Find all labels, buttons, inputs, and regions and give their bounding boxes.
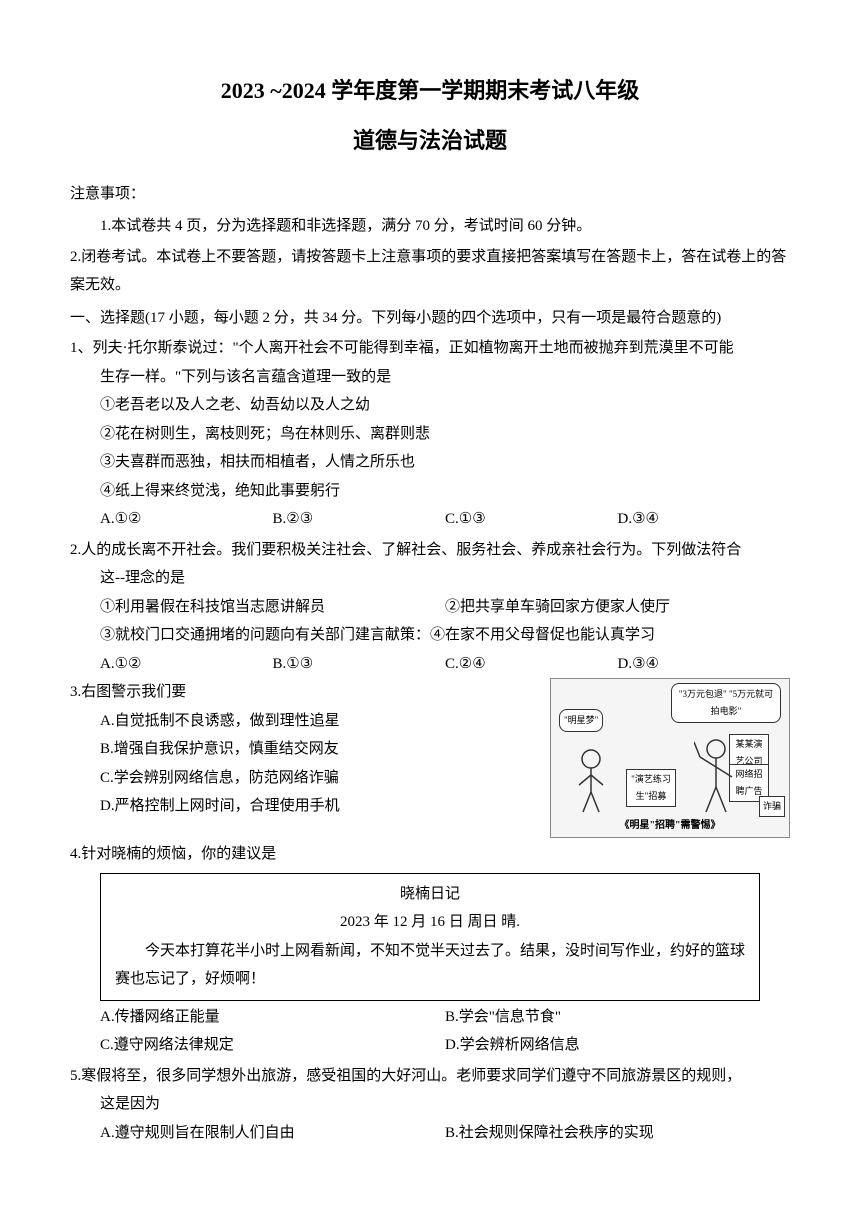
q2-statements-row1: ①利用暑假在科技馆当志愿讲解员 ②把共享单车骑回家方便家人使厅 bbox=[70, 593, 790, 622]
q3-option-a: A.自觉抵制不良诱惑，做到理性追星 bbox=[70, 707, 540, 736]
cartoon-sign-1: "演艺练习生"招募 bbox=[626, 769, 676, 807]
q2-options: A.①② B.①③ C.②④ D.③④ bbox=[70, 650, 790, 679]
q1-options: A.①② B.②③ C.①③ D.③④ bbox=[70, 505, 790, 534]
section-1-header: 一、选择题(17 小题，每小题 2 分，共 34 分。下列每小题的四个选项中，只… bbox=[70, 304, 790, 333]
q4-stem: 4.针对晓楠的烦恼，你的建议是 bbox=[70, 840, 790, 869]
q1-stem-line2: 生存一样。"下列与该名言蕴含道理一致的是 bbox=[70, 363, 790, 392]
q2-statements-row2: ③就校门口交通拥堵的问题向有关部门建言献策：④在家不用父母督促也能认真学习 bbox=[70, 621, 790, 650]
exam-title-sub: 道德与法治试题 bbox=[70, 120, 790, 162]
cartoon-image: "明星梦" "3万元包退" "5万元就可拍电影" "演艺练习生"招募 某某演艺公… bbox=[550, 678, 790, 838]
q3-option-d: D.严格控制上网时间，合理使用手机 bbox=[70, 792, 540, 821]
cartoon-girl-icon bbox=[571, 747, 611, 817]
q1-option-c: C.①③ bbox=[445, 505, 618, 534]
cartoon-man-icon bbox=[694, 737, 739, 817]
q5-stem-line2: 这是因为 bbox=[70, 1090, 790, 1119]
q1-option-a: A.①② bbox=[100, 505, 273, 534]
diary-title: 晓楠日记 bbox=[115, 880, 745, 909]
diary-date: 2023 年 12 月 16 日 周日 晴. bbox=[115, 908, 745, 937]
q2-option-d: D.③④ bbox=[618, 650, 791, 679]
q2-statement-1: ①利用暑假在科技馆当志愿讲解员 bbox=[100, 593, 445, 622]
cartoon-sign-4: 诈骗 bbox=[759, 796, 785, 817]
q2-option-c: C.②④ bbox=[445, 650, 618, 679]
q5-options-row1: A.遵守规则旨在限制人们自由 B.社会规则保障社会秩序的实现 bbox=[70, 1119, 790, 1148]
q4-option-d: D.学会辨析网络信息 bbox=[445, 1031, 790, 1060]
q2-stem-line1: 2.人的成长离不开社会。我们要积极关注社会、了解社会、服务社会、养成亲社会行为。… bbox=[70, 536, 790, 565]
q2-option-a: A.①② bbox=[100, 650, 273, 679]
q5-stem-line1: 5.寒假将至，很多同学想外出旅游，感受祖国的大好河山。老师要求同学们遵守不同旅游… bbox=[70, 1062, 790, 1091]
q5-option-a: A.遵守规则旨在限制人们自由 bbox=[100, 1119, 445, 1148]
question-2: 2.人的成长离不开社会。我们要积极关注社会、了解社会、服务社会、养成亲社会行为。… bbox=[70, 536, 790, 679]
q1-statement-4: ④纸上得来终觉浅，绝知此事要躬行 bbox=[70, 477, 790, 506]
q5-option-b: B.社会规则保障社会秩序的实现 bbox=[445, 1119, 790, 1148]
q2-statement-2: ②把共享单车骑回家方便家人使厅 bbox=[445, 593, 790, 622]
question-3: 3.右图警示我们要 A.自觉抵制不良诱惑，做到理性追星 B.增强自我保护意识，慎… bbox=[70, 678, 790, 838]
q4-option-c: C.遵守网络法律规定 bbox=[100, 1031, 445, 1060]
diary-body: 今天本打算花半小时上网看新闻，不知不觉半天过去了。结果，没时间写作业，约好的篮球… bbox=[115, 937, 745, 994]
q3-stem: 3.右图警示我们要 bbox=[70, 678, 540, 707]
exam-title-main: 2023 ~2024 学年度第一学期期末考试八年级 bbox=[70, 70, 790, 112]
question-4: 4.针对晓楠的烦恼，你的建议是 晓楠日记 2023 年 12 月 16 日 周日… bbox=[70, 840, 790, 1060]
q4-option-b: B.学会"信息节食" bbox=[445, 1003, 790, 1032]
diary-box: 晓楠日记 2023 年 12 月 16 日 周日 晴. 今天本打算花半小时上网看… bbox=[100, 873, 760, 1001]
q4-options-row2: C.遵守网络法律规定 D.学会辨析网络信息 bbox=[70, 1031, 790, 1060]
q1-option-d: D.③④ bbox=[618, 505, 791, 534]
cartoon-bubble-right: "3万元包退" "5万元就可拍电影" bbox=[671, 683, 781, 723]
q2-option-b: B.①③ bbox=[273, 650, 446, 679]
q2-stem-line2: 这--理念的是 bbox=[70, 564, 790, 593]
q3-option-c: C.学会辨别网络信息，防范网络诈骗 bbox=[70, 764, 540, 793]
question-1: 1、列夫·托尔斯泰说过："个人离开社会不可能得到幸福，正如植物离开土地而被抛弃到… bbox=[70, 334, 790, 534]
q4-options-row1: A.传播网络正能量 B.学会"信息节食" bbox=[70, 1003, 790, 1032]
q1-statement-3: ③夫喜群而恶独，相扶而相植者，人情之所乐也 bbox=[70, 448, 790, 477]
q4-option-a: A.传播网络正能量 bbox=[100, 1003, 445, 1032]
question-5: 5.寒假将至，很多同学想外出旅游，感受祖国的大好河山。老师要求同学们遵守不同旅游… bbox=[70, 1062, 790, 1148]
q3-option-b: B.增强自我保护意识，慎重结交网友 bbox=[70, 735, 540, 764]
cartoon-bubble-left: "明星梦" bbox=[559, 709, 603, 732]
cartoon-caption: 《明星"招聘"需警惕》 bbox=[619, 816, 720, 835]
q1-statement-2: ②花在树则生，离枝则死；鸟在林则乐、离群则悲 bbox=[70, 420, 790, 449]
q1-statement-1: ①老吾老以及人之老、幼吾幼以及人之幼 bbox=[70, 391, 790, 420]
notice-header: 注意事项： bbox=[70, 180, 790, 209]
q1-stem-line1: 1、列夫·托尔斯泰说过："个人离开社会不可能得到幸福，正如植物离开土地而被抛弃到… bbox=[70, 334, 790, 363]
notice-item-1: 1.本试卷共 4 页，分为选择题和非选择题，满分 70 分，考试时间 60 分钟… bbox=[70, 212, 790, 241]
q1-option-b: B.②③ bbox=[273, 505, 446, 534]
notice-item-2: 2.闭卷考试。本试卷上不要答题，请按答题卡上注意事项的要求直接把答案填写在答题卡… bbox=[70, 243, 790, 300]
